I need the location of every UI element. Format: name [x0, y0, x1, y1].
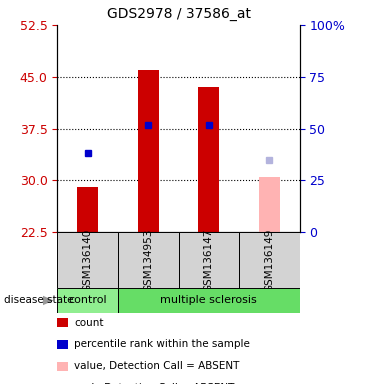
Text: disease state: disease state [4, 295, 73, 306]
Text: GSM136147: GSM136147 [204, 228, 214, 292]
Text: multiple sclerosis: multiple sclerosis [161, 295, 257, 306]
Text: rank, Detection Call = ABSENT: rank, Detection Call = ABSENT [74, 383, 234, 384]
Bar [118, 232, 179, 288]
Bar [57, 232, 118, 288]
Text: value, Detection Call = ABSENT: value, Detection Call = ABSENT [74, 361, 239, 371]
Bar [239, 232, 300, 288]
Bar [138, 70, 159, 232]
Text: percentile rank within the sample: percentile rank within the sample [74, 339, 250, 349]
Bar [259, 177, 280, 232]
Text: GSM134953: GSM134953 [143, 228, 153, 292]
Title: GDS2978 / 37586_at: GDS2978 / 37586_at [107, 7, 250, 21]
Bar [57, 288, 118, 313]
Text: control: control [68, 295, 107, 306]
Bar [179, 232, 239, 288]
Polygon shape [43, 296, 54, 305]
Bar [77, 187, 98, 232]
Bar [118, 288, 300, 313]
Text: count: count [74, 318, 104, 328]
Bar [198, 87, 219, 232]
Text: GSM136149: GSM136149 [265, 228, 275, 292]
Text: GSM136140: GSM136140 [83, 228, 92, 292]
